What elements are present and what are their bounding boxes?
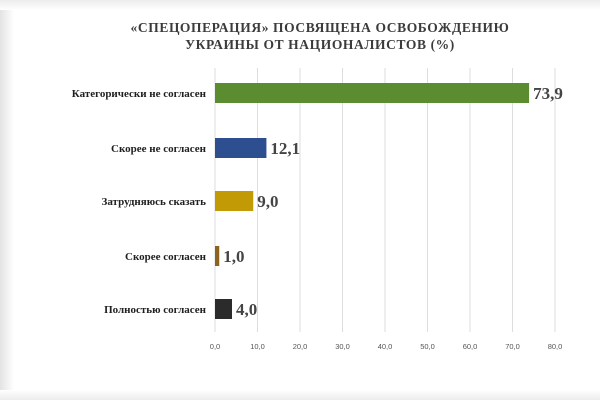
x-axis-ticks: 0,0 10,0 20,0 30,0 40,0 50,0 60,0 70,0 80,0 [210,342,563,351]
x-tick-label: 40,0 [378,342,393,351]
category-label: Категорически не согласен [72,88,207,100]
category-label: Скорее не согласен [111,143,207,155]
grid-lines [214,68,556,332]
bar [215,191,254,211]
category-labels: Категорически не согласен Скорее не согла… [72,88,207,316]
data-label: 73,9 [533,84,563,103]
bar [215,83,530,103]
value-labels: 73,9 12,1 9,0 1,0 4,0 [223,84,563,319]
bars [215,83,530,319]
page-shadow-bottom [0,390,600,400]
data-label: 12,1 [270,139,300,158]
x-tick-label: 50,0 [420,342,435,351]
chart-title-line-1: «СПЕЦОПЕРАЦИЯ» ПОСВЯЩЕНА ОСВОБОЖДЕНИЮ [130,20,510,35]
x-tick-label: 10,0 [250,342,265,351]
data-label: 1,0 [223,247,244,266]
x-tick-label: 80,0 [548,342,563,351]
page-shadow-top [0,0,600,10]
data-label: 4,0 [236,300,257,319]
x-tick-label: 0,0 [210,342,220,351]
x-tick-label: 20,0 [293,342,308,351]
chart-title-line-2: УКРАИНЫ ОТ НАЦИОНАЛИСТОВ (%) [185,37,455,52]
x-tick-label: 30,0 [335,342,350,351]
bar [215,246,220,266]
page-shadow-left [0,0,14,400]
category-label: Скорее согласен [125,251,207,263]
bar [215,299,232,319]
category-label: Полностью согласен [104,304,207,316]
category-label: Затрудняюсь сказать [102,196,207,208]
bar [215,138,267,158]
x-tick-label: 70,0 [505,342,520,351]
x-tick-label: 60,0 [463,342,478,351]
data-label: 9,0 [257,192,278,211]
